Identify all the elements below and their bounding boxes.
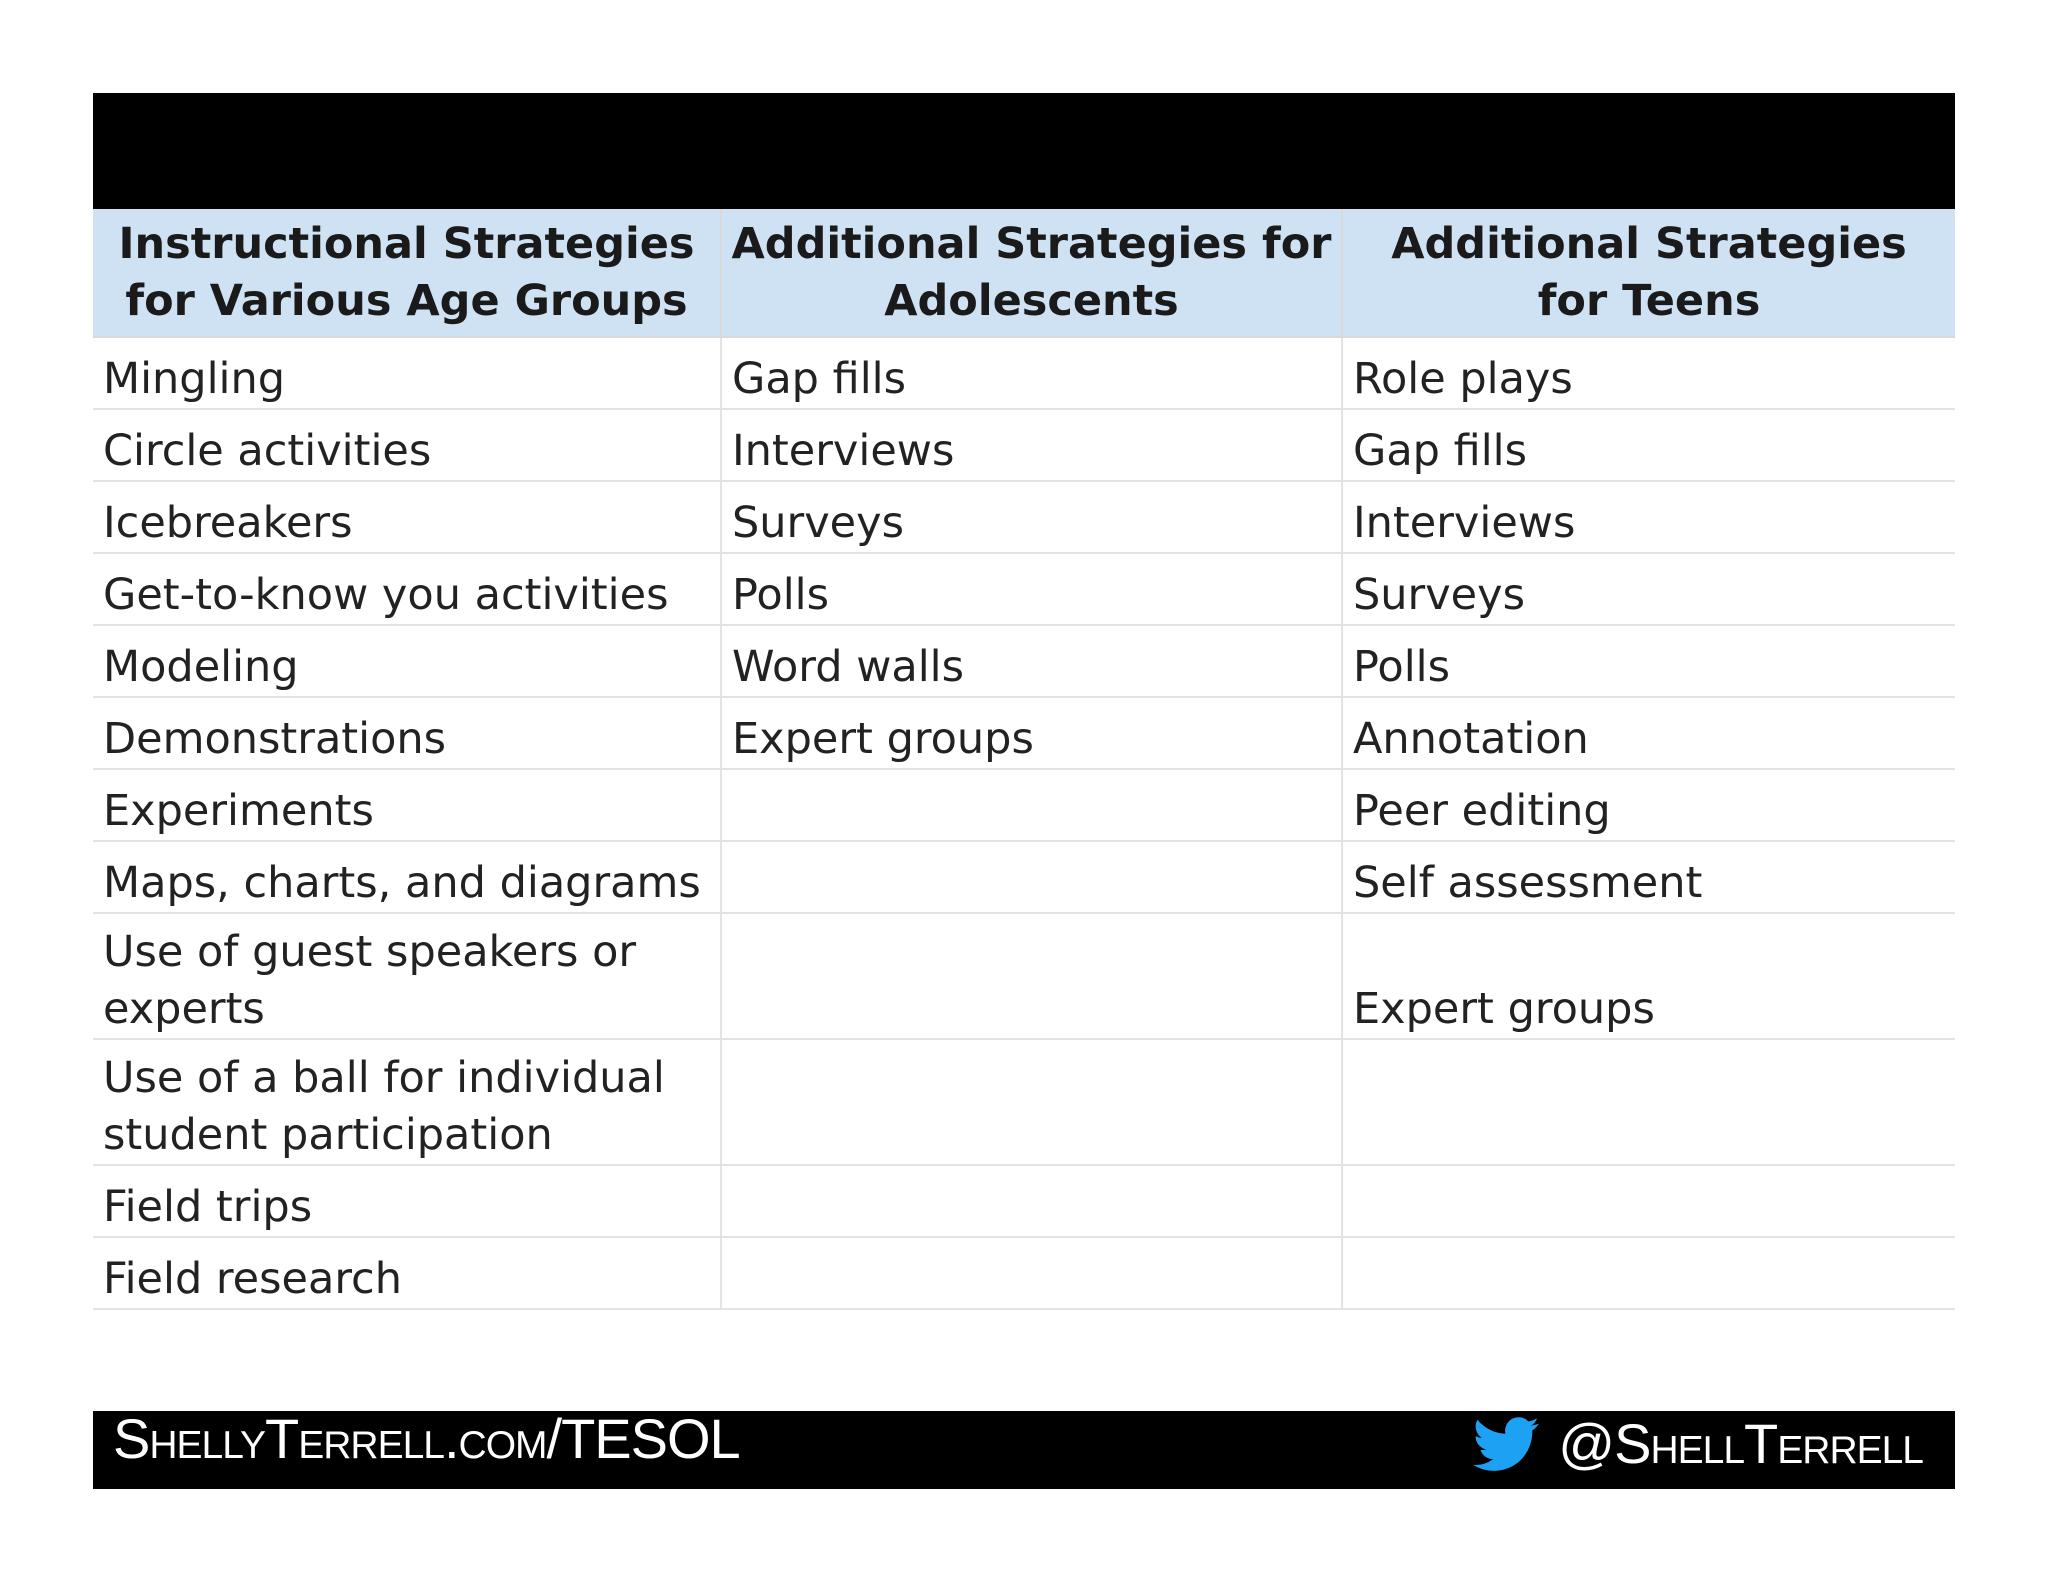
twitter-handle-group[interactable]: @ShellTerrell: [1468, 1411, 1924, 1477]
table-cell: Use of a ball for individual student par…: [93, 1038, 722, 1166]
table-row: Use of guest speakers or experts Expert …: [93, 912, 1955, 1040]
strategies-table-container: Instructional Strategies for Various Age…: [93, 209, 1955, 1411]
table-cell: [720, 1236, 1343, 1310]
table-cell: Experiments: [93, 768, 722, 842]
table-cell: [720, 1038, 1343, 1166]
table-cell: Interviews: [720, 408, 1343, 482]
table-row: Field trips: [93, 1164, 1955, 1238]
table-cell: Gap fills: [720, 336, 1343, 410]
table-cell: Icebreakers: [93, 480, 722, 554]
header-teens: Additional Strategies for Teens: [1341, 209, 1955, 338]
table-cell: Get-to-know you activities: [93, 552, 722, 626]
table-row: Use of a ball for individual student par…: [93, 1038, 1955, 1166]
table-row: Demonstrations Expert groups Annotation: [93, 696, 1955, 770]
slide: Instructional Strategies for Various Age…: [93, 93, 1955, 1489]
table-cell: Surveys: [720, 480, 1343, 554]
table-cell: Peer editing: [1341, 768, 1955, 842]
twitter-handle: @ShellTerrell: [1558, 1412, 1924, 1475]
table-cell: Surveys: [1341, 552, 1955, 626]
table-cell: Interviews: [1341, 480, 1955, 554]
header-various-age-groups: Instructional Strategies for Various Age…: [93, 209, 722, 338]
table-cell: Demonstrations: [93, 696, 722, 770]
table-cell: [1341, 1038, 1955, 1166]
table-cell: Word walls: [720, 624, 1343, 698]
table-cell: Self assessment: [1341, 840, 1955, 914]
table-cell: Role plays: [1341, 336, 1955, 410]
table-cell: Use of guest speakers or experts: [93, 912, 722, 1040]
table-row: Get-to-know you activities Polls Surveys: [93, 552, 1955, 626]
table-cell: [1341, 1164, 1955, 1238]
table-cell: Mingling: [93, 336, 722, 410]
table-row: Field research: [93, 1236, 1955, 1310]
table-cell: Annotation: [1341, 696, 1955, 770]
table-cell: Modeling: [93, 624, 722, 698]
table-cell: Polls: [1341, 624, 1955, 698]
table-row: Experiments Peer editing: [93, 768, 1955, 842]
table-cell: [720, 840, 1343, 914]
table-row: Icebreakers Surveys Interviews: [93, 480, 1955, 554]
table-cell: Field trips: [93, 1164, 722, 1238]
table-cell: Polls: [720, 552, 1343, 626]
table-cell: Gap fills: [1341, 408, 1955, 482]
table-cell: [720, 912, 1343, 1040]
table-row: Modeling Word walls Polls: [93, 624, 1955, 698]
table-row: Mingling Gap fills Role plays: [93, 336, 1955, 410]
table-header-row: Instructional Strategies for Various Age…: [93, 209, 1955, 338]
strategies-table: Instructional Strategies for Various Age…: [93, 209, 1955, 1310]
table-cell: Expert groups: [720, 696, 1343, 770]
table-row: Circle activities Interviews Gap fills: [93, 408, 1955, 482]
table-cell: Circle activities: [93, 408, 722, 482]
website-link[interactable]: ShellyTerrell.com/TESOL: [113, 1407, 741, 1470]
table-cell: Field research: [93, 1236, 722, 1310]
twitter-bird-icon: [1473, 1417, 1540, 1471]
table-cell: Expert groups: [1341, 912, 1955, 1040]
table-cell: [720, 768, 1343, 842]
header-adolescents: Additional Strategies for Adolescents: [720, 209, 1343, 338]
table-row: Maps, charts, and diagrams Self assessme…: [93, 840, 1955, 914]
table-cell: [720, 1164, 1343, 1238]
table-cell: Maps, charts, and diagrams: [93, 840, 722, 914]
table-cell: [1341, 1236, 1955, 1310]
slide-footer: ShellyTerrell.com/TESOL @ShellTerrell: [93, 1411, 1955, 1489]
